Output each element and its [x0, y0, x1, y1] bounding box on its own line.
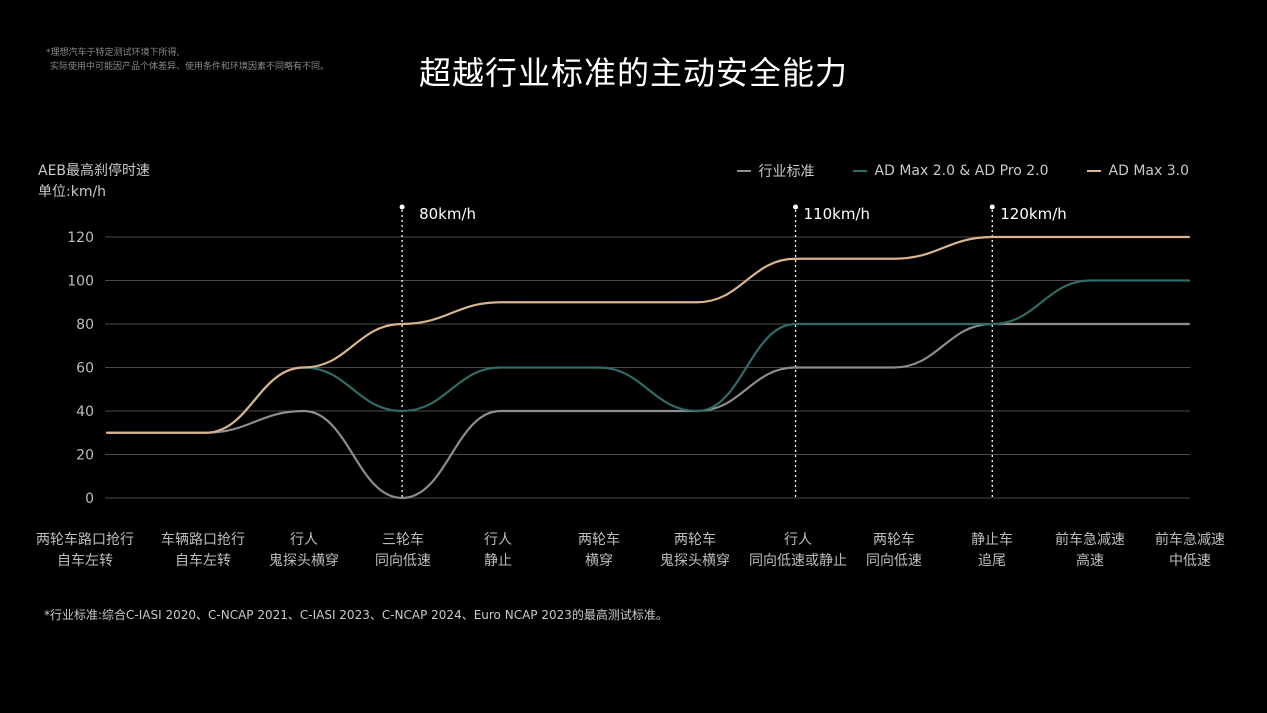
x-category-label-9-line-2: 追尾 [978, 553, 1006, 569]
series-1-point-11 [1188, 279, 1190, 282]
x-category-label-9-line-1: 静止车 [971, 531, 1013, 548]
x-category-label-1-line-2: 自车左转 [175, 552, 231, 569]
x-category-label-7-line-1: 行人 [784, 532, 812, 548]
series-2-point-5 [598, 301, 600, 304]
series-1-point-3 [401, 410, 403, 412]
series-0-point-7 [794, 366, 797, 369]
series-2-point-9 [991, 236, 994, 238]
series-1-point-7 [794, 323, 797, 325]
disclaimer-line-1: *理想汽车于特定测试环境下所得, [46, 48, 180, 58]
disclaimer-line-2: 实际使用中可能因产品个体差异、使用条件和环境因素不同略有不同。 [50, 62, 330, 72]
series-0-point-10 [1089, 323, 1092, 325]
series-2-point-8 [893, 257, 895, 260]
legend-label-industry-standard: 行业标准 [758, 164, 815, 180]
series-lines [105, 235, 1191, 500]
y-tick-labels: 0 20 40 60 80 100 120 [67, 230, 94, 507]
legend-label-ad-max-2: AD Max 2.0 & AD Pro 2.0 [874, 163, 1049, 179]
legend-item-industry-standard: 行业标准 [736, 161, 815, 181]
x-category-label-0-line-2: 自车左转 [57, 552, 113, 569]
annotation-label-2: 120km/h [1000, 205, 1067, 223]
series-1-point-10 [1089, 279, 1092, 282]
y-tick-label-100: 100 [67, 274, 94, 290]
disclaimer: *理想汽车于特定测试环境下所得, 实际使用中可能因产品个体差异、使用条件和环境因… [46, 46, 329, 74]
legend-swatch-ad-max-3 [1086, 170, 1101, 172]
x-category-label-11-line-1: 前车急减速 [1155, 531, 1225, 548]
series-0-point-11 [1188, 323, 1190, 325]
annotation-dot-1 [793, 204, 799, 210]
x-category-label-10-line-2: 高速 [1076, 552, 1104, 569]
x-category-label-3-line-1: 三轮车 [382, 531, 424, 548]
footnote: *行业标准:综合C-IASI 2020、C-NCAP 2021、C-IASI 2… [44, 608, 668, 622]
x-category-label-4-line-2: 静止 [484, 553, 512, 569]
series-1-point-8 [893, 323, 895, 325]
annotation-label-1: 110km/h [804, 205, 871, 223]
series-0-point-5 [598, 410, 600, 412]
x-category-label-8-line-2: 同向低速 [866, 553, 922, 569]
x-category-labels: 两轮车路口抢行自车左转车辆路口抢行自车左转行人鬼探头横穿三轮车同向低速行人静止两… [36, 531, 1225, 569]
y-axis-label: AEB最高刹停时速 单位:km/h [38, 161, 150, 203]
series-2-point-0 [106, 431, 108, 434]
y-tick-label-0: 0 [85, 491, 94, 507]
series-line-2 [105, 235, 1191, 434]
x-category-label-6-line-2: 鬼探头横穿 [660, 553, 730, 569]
x-category-label-5-line-2: 横穿 [585, 553, 613, 569]
y-tick-label-20: 20 [76, 448, 94, 464]
page-title: 超越行业标准的主动安全能力 [418, 54, 848, 92]
y-tick-label-40: 40 [76, 404, 94, 420]
x-category-label-2-line-1: 行人 [290, 532, 318, 548]
x-category-label-6-line-1: 两轮车 [674, 531, 716, 548]
y-axis-label-line-1: AEB最高刹停时速 [38, 163, 151, 179]
y-tick-label-80: 80 [76, 317, 94, 333]
legend-swatch-ad-max-2 [852, 170, 867, 172]
y-tick-label-120: 120 [67, 230, 94, 246]
legend-label-ad-max-3: AD Max 3.0 [1108, 163, 1189, 179]
series-2-point-6 [696, 301, 698, 304]
series-2-point-2 [302, 366, 305, 369]
series-0-point-3 [401, 497, 403, 499]
series-1-point-4 [499, 366, 502, 369]
x-category-label-7-line-2: 同向低速或静止 [749, 553, 847, 569]
x-category-label-4-line-1: 行人 [484, 532, 512, 548]
series-1-point-9 [991, 323, 994, 325]
x-category-label-3-line-2: 同向低速 [375, 553, 431, 569]
annotation-markers: 80km/h 110km/h 120km/h [399, 204, 1067, 498]
legend-item-ad-max-2: AD Max 2.0 & AD Pro 2.0 [852, 163, 1049, 179]
y-axis-label-line-2: 单位:km/h [38, 184, 107, 200]
x-category-label-10-line-1: 前车急减速 [1055, 531, 1125, 548]
annotation-label-0: 80km/h [419, 205, 476, 223]
series-2-point-7 [794, 257, 797, 260]
y-tick-label-60: 60 [76, 361, 94, 377]
x-category-label-11-line-2: 中低速 [1169, 553, 1211, 569]
grid-lines [105, 236, 1190, 499]
legend-swatch-industry-standard [736, 170, 751, 172]
series-2-point-11 [1188, 236, 1190, 238]
x-category-label-5-line-1: 两轮车 [578, 531, 620, 548]
x-category-label-8-line-1: 两轮车 [873, 531, 915, 548]
series-0-point-4 [499, 410, 502, 412]
x-category-label-2-line-2: 鬼探头横穿 [269, 553, 339, 569]
chart-legend: 行业标准 AD Max 2.0 & AD Pro 2.0 AD Max 3.0 [699, 161, 1189, 181]
annotation-dot-2 [989, 204, 995, 210]
annotation-dot-0 [399, 204, 405, 210]
x-category-label-0-line-1: 两轮车路口抢行 [36, 531, 134, 548]
series-0-point-2 [302, 410, 305, 412]
series-0-point-8 [893, 366, 895, 369]
series-2-point-4 [499, 301, 502, 304]
x-category-label-1-line-1: 车辆路口抢行 [161, 531, 245, 548]
legend-item-ad-max-3: AD Max 3.0 [1086, 163, 1189, 179]
series-2-point-3 [401, 323, 403, 325]
series-1-point-6 [696, 410, 698, 412]
series-1-point-5 [598, 366, 600, 369]
series-2-point-10 [1089, 236, 1092, 238]
series-2-point-1 [204, 431, 207, 434]
